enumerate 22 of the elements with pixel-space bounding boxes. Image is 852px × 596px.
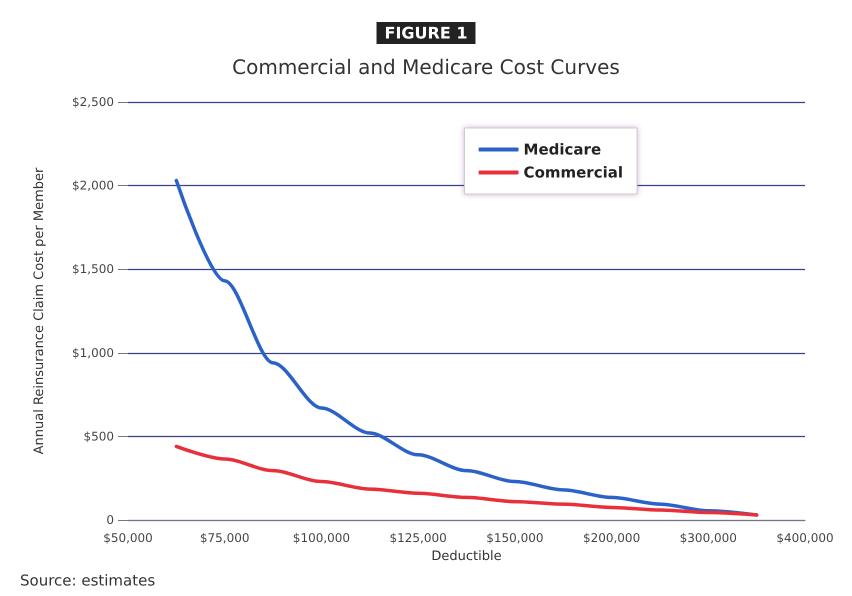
chart-title: FIGURE 1 bbox=[384, 24, 468, 42]
legend-label: Medicare bbox=[524, 140, 602, 158]
y-tick-label: $1,000 bbox=[72, 346, 114, 360]
x-tick-label: $150,000 bbox=[486, 531, 544, 545]
x-tick-label: $400,000 bbox=[776, 531, 834, 545]
y-tick-label: $1,500 bbox=[72, 262, 114, 276]
x-tick-label: $300,000 bbox=[680, 531, 737, 545]
source-note: Source: estimates bbox=[20, 572, 156, 590]
x-tick-label: $200,000 bbox=[582, 531, 640, 545]
x-tick-label: $75,000 bbox=[200, 531, 250, 545]
chart-subtitle: Commercial and Medicare Cost Curves bbox=[232, 55, 620, 79]
y-tick-label: $2,500 bbox=[72, 95, 114, 109]
legend-label: Commercial bbox=[524, 164, 624, 182]
x-tick-label: $125,000 bbox=[390, 531, 447, 545]
x-tick-label: $50,000 bbox=[103, 531, 153, 545]
x-axis-title: Deductible bbox=[431, 549, 502, 564]
line-series bbox=[174, 444, 758, 517]
y-axis-title: Annual Reinsurance Claim Cost per Member bbox=[32, 166, 47, 454]
y-tick-label: $500 bbox=[83, 429, 114, 444]
y-tick-label: $2,000 bbox=[72, 178, 114, 193]
y-tick-label: 0 bbox=[106, 513, 114, 527]
x-tick-label: $100,000 bbox=[292, 531, 350, 545]
